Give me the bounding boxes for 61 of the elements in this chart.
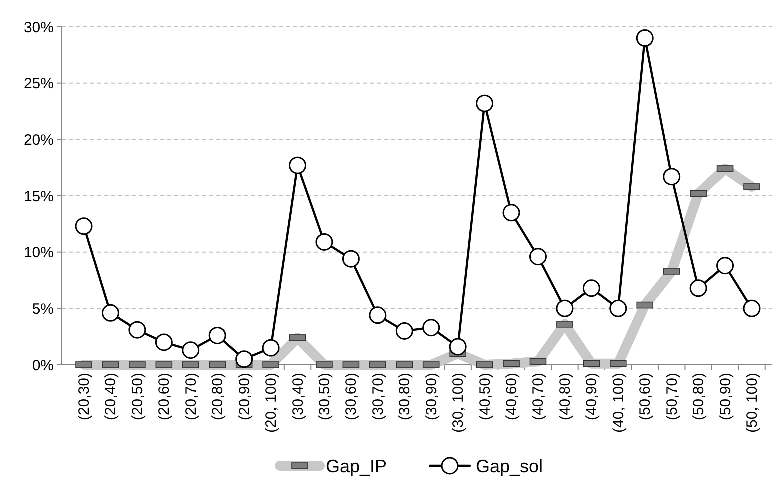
point	[529, 248, 547, 266]
x-tick-label: (40,90)	[584, 373, 601, 421]
x-tick-label: (50,70)	[664, 373, 681, 421]
y-tick-label: 25%	[24, 76, 54, 93]
x-tick-label: (50,80)	[690, 373, 708, 421]
legend-label: Gap_IP	[326, 456, 388, 476]
x-tick-label: (30,80)	[396, 373, 414, 421]
y-tick-label: 10%	[24, 244, 54, 262]
point	[690, 280, 708, 298]
point	[316, 233, 334, 251]
point	[128, 321, 146, 339]
x-tick-label: (40,70)	[530, 373, 548, 421]
point	[502, 204, 520, 222]
x-tick-label: (50,60)	[637, 373, 654, 421]
y-tick-label: 20%	[24, 132, 54, 149]
x-tick-label: (30, 100)	[450, 373, 468, 434]
point	[289, 156, 307, 174]
point	[636, 30, 654, 48]
x-tick-label: (30,40)	[290, 373, 307, 421]
x-tick-label: (20,30)	[76, 373, 93, 421]
x-tick-label: (40,60)	[504, 373, 521, 421]
point	[102, 304, 120, 322]
point	[182, 342, 200, 360]
x-tick-label: (20,40)	[102, 373, 120, 421]
point	[716, 257, 734, 275]
x-tick-label: (20,50)	[129, 373, 146, 421]
y-tick-label: 0%	[32, 357, 54, 374]
point	[342, 250, 360, 268]
x-tick-label: (50, 100)	[744, 373, 761, 434]
x-tick-label: (20,70)	[182, 373, 200, 421]
point	[663, 168, 681, 186]
x-tick-label: (30,90)	[423, 373, 440, 421]
point	[476, 94, 494, 112]
point	[396, 322, 414, 340]
y-tick-label: 30%	[24, 19, 54, 36]
point	[208, 326, 226, 344]
x-tick-label: (30,50)	[316, 373, 334, 421]
point	[449, 338, 467, 356]
x-tick-label: (20,60)	[156, 373, 174, 421]
y-tick-label: 5%	[32, 300, 54, 318]
point	[422, 319, 440, 337]
point	[262, 339, 280, 357]
point	[236, 350, 254, 368]
x-tick-label: (40,50)	[476, 373, 494, 421]
x-tick-label: (30,60)	[343, 373, 360, 421]
x-tick-label: (40, 100)	[610, 373, 628, 434]
x-tick-label: (30,70)	[370, 373, 387, 421]
point	[155, 334, 173, 352]
point	[556, 300, 574, 318]
x-tick-label: (40,80)	[556, 373, 574, 421]
legend-label: Gap_sol	[476, 456, 544, 476]
y-tick-label: 15%	[24, 188, 54, 206]
x-tick-label: (50,90)	[717, 373, 734, 421]
point	[582, 280, 600, 298]
point	[610, 300, 628, 318]
x-tick-label: (20,90)	[236, 373, 254, 421]
x-tick-label: (20, 100)	[263, 373, 280, 434]
point	[743, 300, 761, 318]
x-tick-label: (20,80)	[210, 373, 227, 421]
point	[75, 218, 93, 236]
point	[369, 306, 387, 324]
